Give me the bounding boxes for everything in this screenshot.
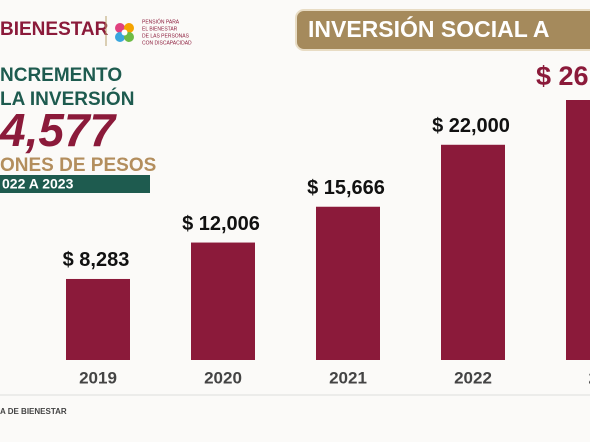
value-label: $ 8,283 [63, 249, 130, 271]
x-tick-label: 2020 [204, 368, 242, 387]
annotation-band [0, 175, 150, 193]
program-text: DE LAS PERSONAS [142, 33, 190, 39]
bar [191, 242, 255, 360]
program-logo [115, 23, 134, 42]
annotation: 022 A 2023 [2, 176, 74, 192]
footer: A DE BIENESTAR [0, 407, 67, 416]
bar [566, 100, 590, 360]
bar [316, 206, 380, 360]
bar [441, 144, 505, 360]
annotation: ONES DE PESOS [0, 155, 156, 176]
value-label: $ 22,000 [432, 115, 510, 137]
annotation: 4,577 [0, 104, 118, 156]
program-text: PENSIÓN PARA [142, 18, 180, 25]
program-text: EL BIENESTAR [142, 26, 178, 32]
value-label: $ 12,006 [182, 213, 260, 235]
brand: BIENESTAR [0, 19, 109, 40]
value-label: $ 26 [536, 61, 589, 91]
value-label: $ 15,666 [307, 177, 385, 199]
x-tick-label: 2021 [329, 368, 367, 387]
program-text: CON DISCAPACIDAD [142, 40, 192, 46]
chart-title: INVERSIÓN SOCIAL A [308, 15, 550, 42]
title-box [295, 9, 590, 51]
bar [66, 278, 130, 360]
annotation: NCREMENTO [0, 65, 122, 86]
annotation: LA INVERSIÓN [0, 88, 134, 110]
x-tick-label: 20 [589, 368, 590, 387]
x-tick-label: 2019 [79, 368, 117, 387]
x-tick-label: 2022 [454, 368, 492, 387]
